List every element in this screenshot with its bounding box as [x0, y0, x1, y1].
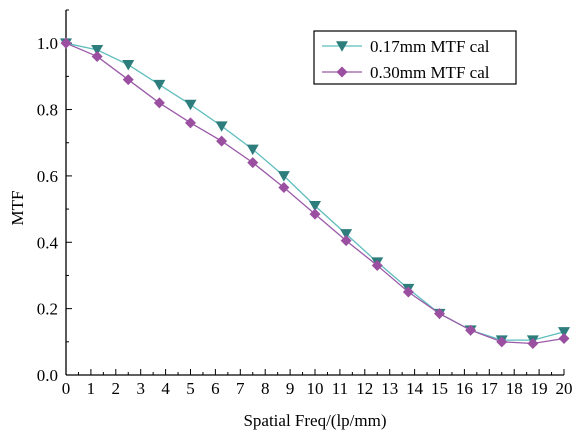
legend-box — [313, 30, 517, 85]
x-tick-label: 10 — [307, 379, 324, 398]
data-point — [216, 135, 228, 147]
axis-ticks: 0 1 2 3 4 5 6 7 8 9 10 11 12 13 14 15 16 17 18 19 200.00.20.… — [37, 9, 573, 398]
x-tick-label: 14 — [406, 379, 424, 398]
data-point — [91, 50, 103, 62]
data-point — [309, 208, 321, 220]
data-point — [277, 171, 290, 182]
x-tick-label: 18 — [506, 379, 523, 398]
data-point — [153, 79, 166, 91]
data-point — [371, 260, 383, 271]
x-tick-label: 16 — [456, 379, 473, 398]
y-tick-label: 0.0 — [37, 366, 58, 385]
x-tick-label: 2 — [112, 379, 121, 398]
x-tick-label: 13 — [381, 379, 398, 398]
x-tick-label: 11 — [332, 379, 348, 398]
x-tick-label: 15 — [431, 379, 448, 398]
x-tick-label: 0 — [62, 379, 71, 398]
data-point — [496, 336, 508, 348]
data-point — [184, 99, 197, 111]
x-tick-label: 8 — [261, 379, 270, 398]
y-tick-label: 0.8 — [37, 101, 58, 120]
x-tick-label: 17 — [481, 379, 499, 398]
y-tick-label: 1.0 — [37, 34, 58, 53]
data-point — [247, 157, 259, 169]
y-tick-label: 0.4 — [37, 233, 59, 252]
x-tick-label: 20 — [556, 379, 573, 398]
legend-label: 0.17mm MTF cal — [370, 37, 490, 56]
series-layer — [60, 37, 570, 349]
x-tick-label: 9 — [286, 379, 295, 398]
data-point — [153, 97, 165, 109]
data-point — [60, 37, 72, 49]
y-tick-label: 0.6 — [37, 167, 58, 186]
legend: 0.17mm MTF cal 0.30mm MTF cal — [313, 30, 517, 85]
legend-label: 0.30mm MTF cal — [370, 63, 490, 82]
y-tick-label: 0.2 — [37, 300, 58, 319]
x-tick-label: 3 — [136, 379, 145, 398]
series-2 — [60, 37, 570, 349]
data-point — [122, 59, 135, 71]
x-tick-label: 12 — [356, 379, 373, 398]
data-point — [278, 182, 290, 194]
data-point — [185, 117, 196, 129]
series-line — [65, 42, 565, 345]
data-point — [527, 337, 539, 349]
x-tick-label: 6 — [211, 379, 220, 398]
data-point — [309, 200, 321, 212]
data-point — [558, 327, 570, 338]
data-point — [91, 45, 104, 56]
series-line — [65, 42, 565, 341]
x-axis-title: Spatial Freq/(lp/mm) — [243, 411, 386, 430]
x-tick-label: 7 — [236, 379, 245, 398]
data-point — [246, 144, 259, 156]
data-point — [340, 235, 352, 247]
data-point — [215, 121, 228, 132]
legend-marker — [336, 66, 348, 78]
data-point — [340, 229, 353, 240]
x-tick-label: 4 — [161, 379, 170, 398]
x-tick-label: 5 — [186, 379, 195, 398]
x-tick-label: 19 — [531, 379, 548, 398]
legend-marker — [336, 41, 348, 52]
data-point — [465, 324, 477, 336]
data-point — [558, 333, 570, 344]
data-point — [122, 74, 134, 86]
data-point — [434, 308, 445, 320]
y-axis-title: MTF — [8, 191, 27, 226]
x-tick-label: 1 — [87, 379, 96, 398]
data-point — [402, 286, 414, 298]
